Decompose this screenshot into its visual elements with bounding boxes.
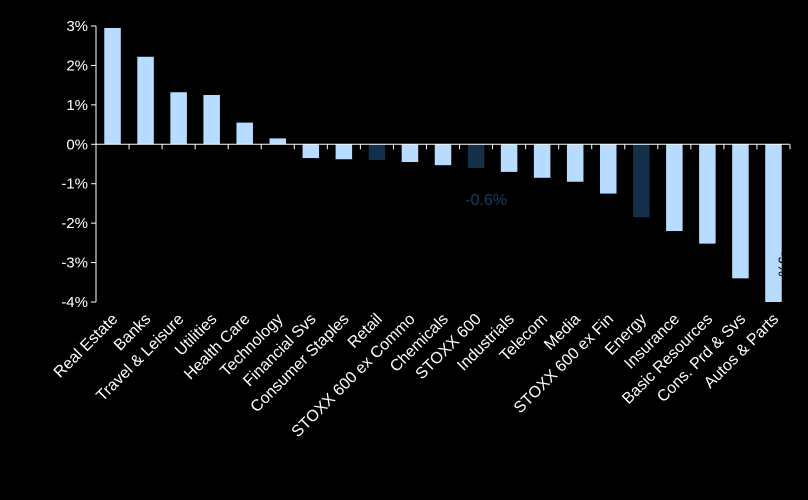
bar-autos-parts: [765, 144, 782, 302]
bar-consumer-staples: [335, 144, 353, 160]
bar-basic-resources: [699, 144, 716, 244]
y-tick-label: -3%: [61, 255, 88, 272]
bar-insurance: [666, 144, 683, 232]
bar-industrials: [500, 144, 518, 172]
bar-banks: [137, 56, 154, 145]
y-axis-ticks: 3% 2% 1% 0% -1% -2% -3% -4%: [61, 18, 96, 311]
annotation-label: -0.6%: [465, 192, 507, 209]
bar-financial-svs: [302, 144, 320, 159]
bar-retail: [368, 144, 386, 161]
axes: [95, 26, 791, 302]
bars: [104, 27, 782, 302]
y-tick-label: 0%: [66, 136, 88, 153]
bar-real-estate: [104, 27, 121, 145]
annotation-label: -9%: [775, 252, 791, 277]
y-tick-label: -1%: [61, 176, 88, 193]
bar-stoxx-600-ex-fin: [599, 144, 617, 194]
y-tick-label: 1%: [66, 97, 88, 114]
y-tick-label: -4%: [61, 294, 88, 311]
annotations: -0.6% -9%: [465, 192, 791, 277]
y-tick-label: 3%: [66, 18, 88, 35]
bar-health-care: [236, 122, 253, 145]
bar-travel-leisure: [170, 92, 187, 145]
bar-stoxx-600-ex-commo: [401, 144, 419, 163]
bar-chemicals: [434, 144, 452, 166]
x-tick-label: Real Estate: [51, 311, 122, 382]
bar-cons-prd-svs: [732, 144, 749, 279]
bar-energy: [633, 144, 650, 218]
bar-technology: [269, 138, 287, 145]
bar-telecom: [533, 144, 551, 178]
bar-stoxx-600: [467, 144, 485, 168]
bar-media: [566, 144, 584, 182]
y-tick-label: 2%: [66, 57, 88, 74]
y-tick-label: -2%: [61, 215, 88, 232]
bar-utilities: [203, 95, 220, 145]
